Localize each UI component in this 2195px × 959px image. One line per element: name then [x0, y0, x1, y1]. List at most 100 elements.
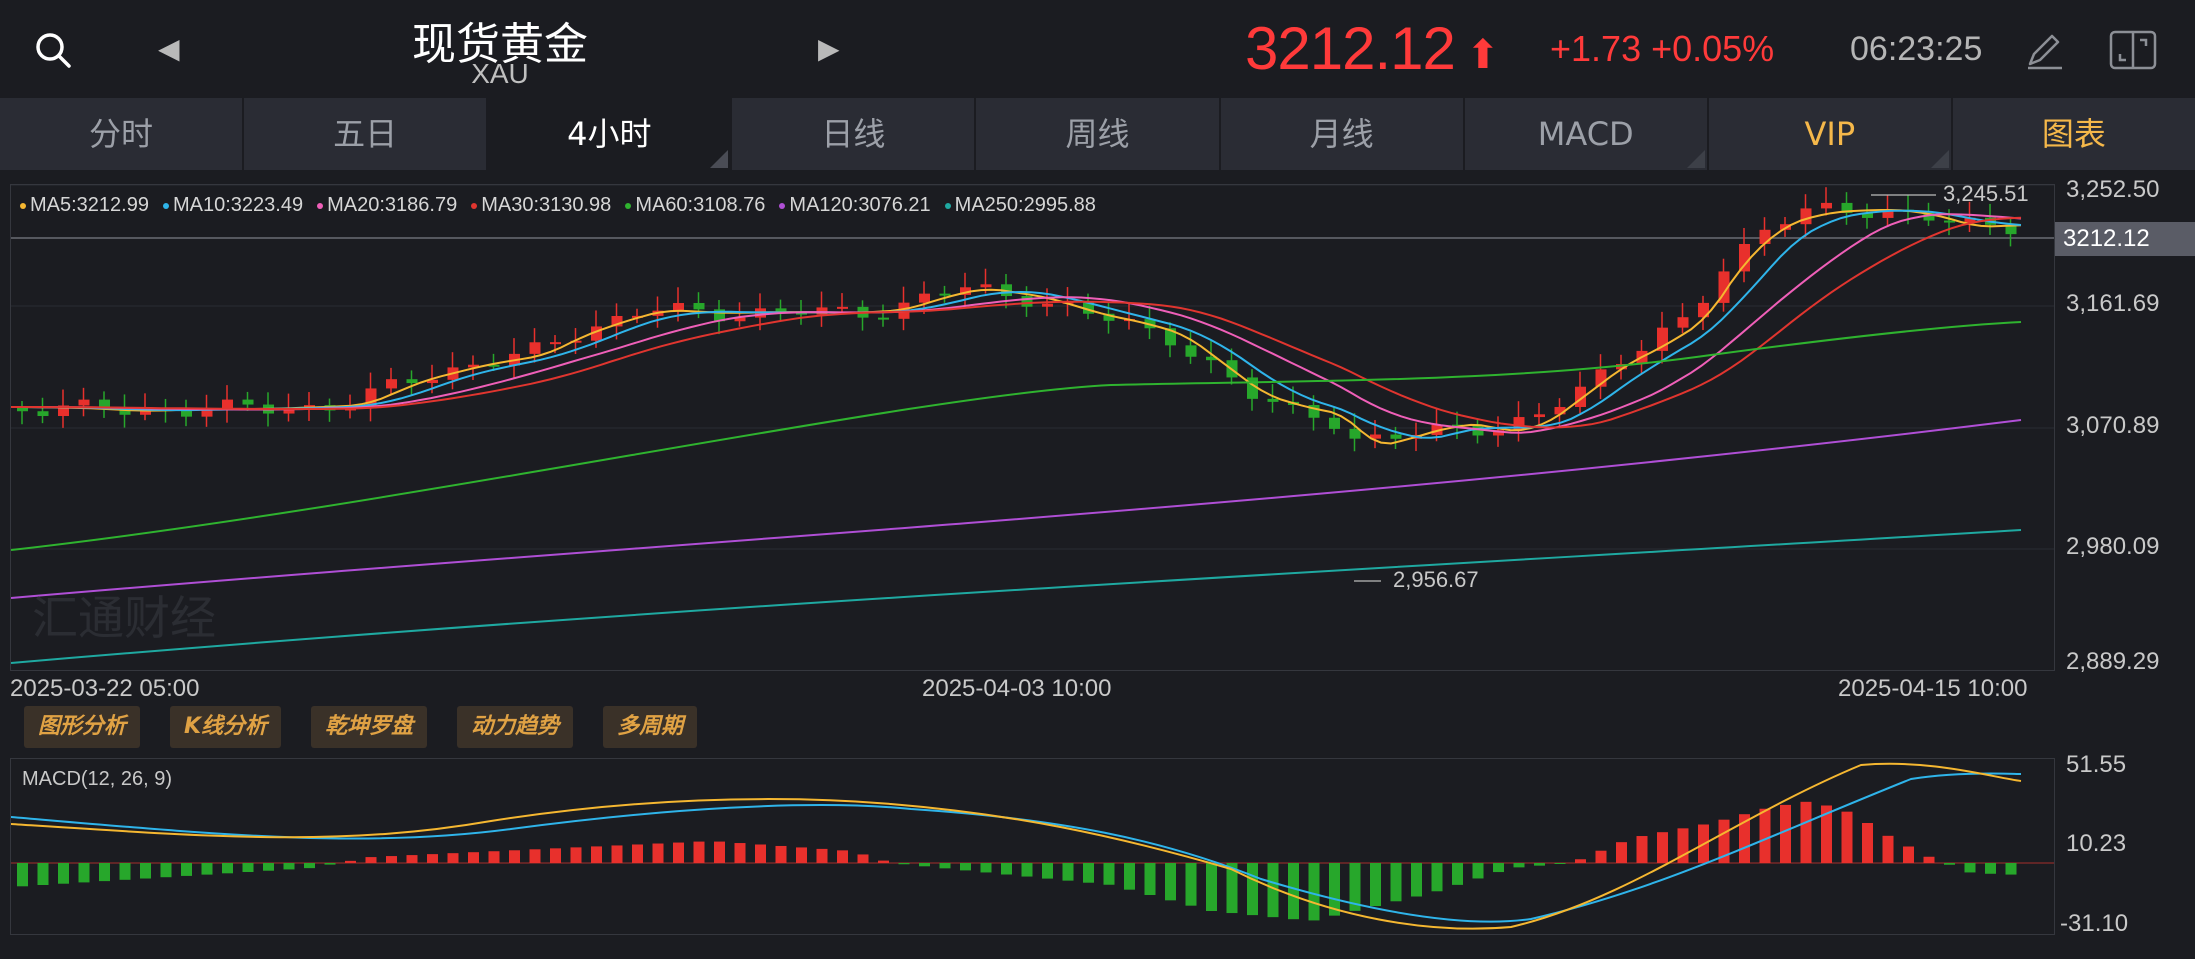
candle-body	[980, 284, 992, 288]
macd-bar	[550, 848, 561, 863]
macd-bar	[1001, 863, 1012, 875]
macd-bar	[1103, 863, 1115, 885]
macd-bar	[939, 863, 951, 869]
next-instrument-button[interactable]: ▶	[818, 33, 840, 64]
legend-dot-icon	[625, 202, 632, 209]
ma-line	[10, 321, 2022, 551]
candle-body	[365, 388, 377, 409]
candle-body	[1185, 345, 1197, 357]
candle-body	[591, 326, 602, 341]
macd-bar	[1288, 863, 1299, 920]
macd-bar	[201, 863, 213, 875]
compass-button[interactable]: 乾坤罗盘	[311, 706, 428, 748]
candle-body	[58, 405, 69, 417]
multi-period-button[interactable]: 多周期	[603, 706, 698, 748]
candle-body	[99, 399, 110, 410]
macd-bar	[1226, 863, 1238, 914]
candle-body	[1554, 406, 1566, 415]
kline-analysis-button[interactable]: K线分析	[170, 706, 282, 748]
instrument-name: 现货黄金	[412, 19, 588, 70]
macd-bar	[878, 860, 889, 863]
candle-body	[1165, 328, 1176, 346]
candle-body	[119, 409, 131, 415]
macd-bar	[447, 853, 459, 863]
up-arrow-icon: ⬆	[1466, 33, 1500, 77]
tab-macd[interactable]: MACD	[1465, 98, 1709, 170]
candle-body	[2005, 224, 2017, 235]
ma-legend-item: MA120:3076.21	[779, 194, 931, 217]
current-price-tag: 3212.12	[2055, 222, 2195, 256]
macd-bar	[365, 857, 377, 863]
layout-toggle-icon[interactable]	[2108, 28, 2158, 72]
macd-bar	[263, 863, 274, 871]
tab-intraday[interactable]: 分时	[0, 98, 245, 170]
macd-label: MACD(12, 26, 9)	[22, 768, 173, 790]
macd-axis-label: 51.55	[2066, 751, 2127, 778]
candle-body	[17, 407, 28, 412]
candle-body	[1452, 424, 1463, 427]
macd-axis-label: 10.23	[2066, 830, 2127, 857]
candle-body	[140, 408, 151, 415]
tab-label: 图表	[2041, 115, 2106, 153]
macd-chart[interactable]	[10, 758, 2055, 935]
candle-body	[1021, 296, 1033, 307]
macd-bar	[1472, 863, 1484, 879]
macd-bar	[1349, 863, 1361, 911]
candle-body	[1083, 301, 1094, 314]
candle-body	[529, 342, 541, 354]
tab-4-hour[interactable]: 4小时	[488, 98, 733, 170]
momentum-trend-button[interactable]: 动力趋势	[457, 706, 574, 748]
macd-bar	[1452, 863, 1463, 885]
macd-bar	[857, 854, 869, 863]
pen-icon[interactable]	[2022, 28, 2066, 72]
macd-dea-line	[10, 762, 2022, 930]
macd-bar	[468, 852, 479, 863]
price-axis-label: 3,070.89	[2066, 412, 2160, 439]
tab-five-day[interactable]: 五日	[244, 98, 489, 170]
period-tabs: 分时 五日 4小时 日线 周线 月线 MACD VIP 图表	[0, 98, 2195, 170]
candle-body	[1821, 202, 1832, 209]
tab-chart-settings[interactable]: 图表	[1953, 98, 2195, 170]
macd-bar	[1124, 863, 1135, 890]
candle-body	[181, 410, 192, 417]
search-icon[interactable]	[33, 30, 73, 70]
candle-body	[878, 317, 889, 320]
macd-bar	[1308, 863, 1320, 921]
quote-time: 06:23:25	[1850, 30, 1983, 68]
macd-bar	[693, 841, 705, 863]
candle-body	[1882, 209, 1894, 218]
graphic-analysis-button[interactable]: 图形分析	[24, 706, 141, 748]
ma-legend-item: MA30:3130.98	[471, 194, 611, 217]
macd-bar	[222, 863, 233, 874]
macd-bar	[1862, 823, 1873, 863]
candle-body	[242, 399, 254, 405]
candle-body	[386, 379, 397, 389]
macd-bar	[734, 843, 746, 863]
candle-body	[1739, 243, 1750, 272]
macd-bar	[837, 850, 848, 863]
macd-bar	[1267, 863, 1279, 918]
prev-instrument-button[interactable]: ◀	[158, 33, 180, 64]
candlestick-chart[interactable]	[10, 184, 2055, 671]
macd-bar	[1329, 863, 1340, 916]
candle-body	[1657, 327, 1668, 351]
candle-body	[550, 342, 561, 345]
macd-bar	[919, 863, 930, 867]
candle-body	[611, 315, 623, 327]
macd-bar	[1944, 863, 1955, 865]
tab-monthly[interactable]: 月线	[1221, 98, 1465, 170]
macd-bar	[960, 863, 971, 871]
candle-body	[1370, 434, 1381, 439]
macd-bar	[78, 863, 90, 883]
tab-weekly[interactable]: 周线	[976, 98, 1221, 170]
macd-bar	[2005, 863, 2017, 875]
macd-bar	[345, 860, 356, 863]
dropdown-corner-icon	[1686, 150, 1705, 168]
macd-bar	[488, 851, 500, 863]
tab-vip[interactable]: VIP	[1709, 98, 1953, 170]
candle-body	[1616, 364, 1627, 370]
tab-daily[interactable]: 日线	[732, 98, 977, 170]
macd-bar	[1677, 828, 1689, 863]
macd-axis-label: -31.10	[2060, 910, 2129, 937]
macd-bar	[1247, 863, 1258, 916]
